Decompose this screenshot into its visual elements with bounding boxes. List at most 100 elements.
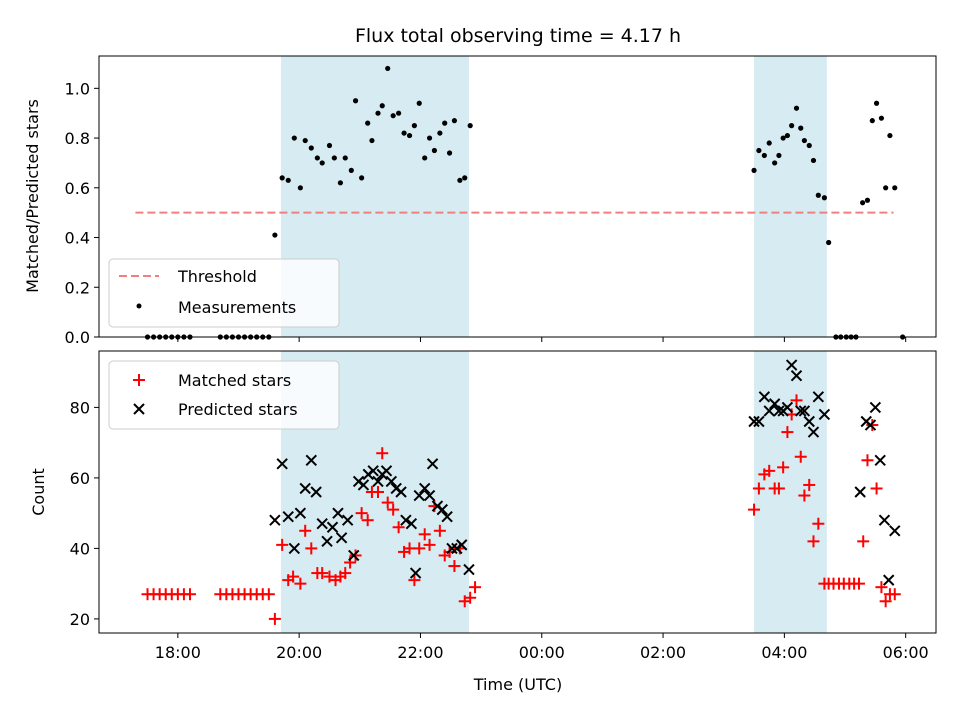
measurement-point	[379, 103, 385, 109]
matched-star-point	[418, 528, 431, 541]
measurement-point	[396, 110, 402, 116]
measurement-point	[821, 195, 828, 201]
measurement-point	[426, 135, 433, 141]
legend-measurements-swatch	[136, 303, 142, 309]
matched-star-point	[408, 574, 421, 587]
matched-star-point	[448, 560, 461, 573]
measurement-point	[385, 65, 391, 72]
legend-matched-swatch	[133, 374, 145, 386]
predicted-star-point	[436, 503, 448, 516]
matched-star-point	[861, 454, 874, 467]
measurement-point	[352, 98, 359, 104]
matched-star-point	[790, 394, 803, 407]
measurement-point	[279, 175, 285, 181]
measurement-point	[326, 142, 333, 149]
ratio-legend-box	[108, 258, 340, 328]
measurement-point	[793, 105, 800, 111]
matched-star-point	[376, 447, 389, 460]
ratio-shaded-regions	[280, 56, 827, 337]
measurement-point	[815, 192, 821, 198]
measurement-point	[302, 137, 308, 144]
measurement-point	[285, 177, 291, 183]
matched-star-point	[268, 612, 281, 625]
chart-title: Flux total observing time = 4.17 h	[355, 25, 681, 47]
legend-threshold-label: Threshold	[177, 267, 257, 286]
predicted-star-point	[878, 514, 891, 526]
predicted-star-point	[426, 458, 439, 470]
matched-star-point	[866, 419, 879, 432]
predicted-star-point	[441, 510, 453, 523]
matched-star-point	[870, 482, 883, 495]
measurement-point	[369, 137, 375, 144]
predicted-star-point	[798, 405, 811, 417]
count-ytick-label: 40	[70, 539, 90, 558]
predicted-star-point	[864, 419, 877, 431]
measurement-point	[342, 155, 348, 161]
ratio-ytick-label: 0.0	[65, 328, 90, 347]
matched-star-point	[372, 486, 384, 498]
predicted-star-point	[768, 398, 781, 410]
measurement-point	[365, 120, 371, 126]
predicted-star-point	[348, 549, 360, 562]
measurement-point	[467, 123, 473, 129]
measurement-point	[892, 185, 898, 191]
predicted-star-point	[305, 454, 317, 466]
matched-star-point	[323, 570, 336, 583]
matched-star-point	[469, 581, 482, 594]
predicted-star-point	[854, 486, 866, 498]
ratio-ytick-label: 0.4	[65, 229, 90, 248]
legend-predicted-label: Predicted stars	[178, 400, 298, 419]
measurement-point	[462, 175, 468, 181]
measurement-point	[348, 167, 354, 173]
predicted-star-point	[310, 486, 322, 498]
time-xtick-label: 02:00	[640, 643, 686, 662]
predicted-star-point	[790, 369, 803, 382]
matched-star-point	[361, 514, 374, 527]
predicted-star-point	[413, 489, 425, 502]
measurement-point	[411, 123, 417, 129]
predicted-star-point	[818, 408, 831, 421]
predicted-star-point	[341, 514, 354, 526]
time-xtick-label: 04:00	[761, 643, 807, 662]
measurement-point	[864, 197, 871, 203]
matched-star-point	[888, 588, 901, 601]
matched-star-point	[381, 496, 394, 509]
measurement-point	[437, 130, 443, 136]
count-legend: Matched stars Predicted stars	[108, 360, 340, 430]
predicted-star-point	[773, 405, 785, 417]
shaded-interval-1	[754, 56, 827, 337]
measurement-point	[451, 118, 458, 124]
matched-star-point	[262, 588, 275, 601]
time-xtick-label: 06:00	[883, 643, 929, 662]
time-xtick-label: 20:00	[276, 643, 322, 662]
matched-star-point	[287, 570, 300, 583]
matched-star-point	[879, 595, 892, 608]
measurement-point	[883, 185, 889, 191]
measurement-point	[772, 160, 778, 166]
predicted-stars-points	[269, 359, 901, 586]
measurement-point	[406, 132, 413, 139]
ratio-ytick-label: 1.0	[65, 79, 90, 98]
count-ytick-label: 80	[70, 398, 90, 417]
matched-star-point	[803, 478, 816, 491]
predicted-star-point	[874, 454, 886, 466]
measurement-point	[869, 118, 875, 124]
predicted-star-point	[869, 401, 882, 414]
measurement-point	[431, 147, 438, 154]
predicted-star-point	[288, 542, 301, 555]
measurement-point	[756, 147, 762, 154]
measurement-point	[801, 137, 807, 144]
matched-stars-points	[141, 394, 901, 625]
predicted-star-point	[299, 482, 311, 495]
matched-star-point	[299, 524, 312, 537]
predicted-star-point	[463, 563, 475, 576]
count-panel: 20 40 60 80 18:00 20:00 22:00 00:00 02:00 04:00 0…	[29, 350, 937, 694]
measurement-point	[390, 113, 396, 119]
predicted-star-point	[423, 489, 436, 502]
ratio-x-ticks	[177, 337, 907, 342]
measurement-point	[291, 135, 297, 141]
measurement-point	[272, 232, 278, 238]
matched-star-point	[772, 482, 785, 495]
predicted-star-point	[763, 405, 775, 417]
matched-star-point	[852, 577, 865, 590]
